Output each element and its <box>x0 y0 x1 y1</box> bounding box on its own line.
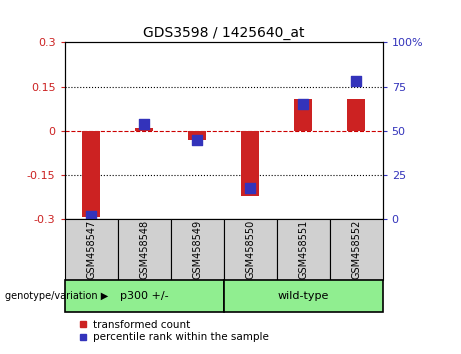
Text: GSM458552: GSM458552 <box>351 220 361 279</box>
Point <box>300 102 307 107</box>
Text: GSM458550: GSM458550 <box>245 220 255 279</box>
Bar <box>65 219 118 280</box>
Bar <box>224 280 383 312</box>
Point <box>88 213 95 219</box>
Text: p300 +/-: p300 +/- <box>120 291 168 301</box>
Bar <box>347 98 366 131</box>
Bar <box>118 219 171 280</box>
Legend: transformed count, percentile rank within the sample: transformed count, percentile rank withi… <box>79 320 268 342</box>
Bar <box>82 131 100 217</box>
Text: GSM458549: GSM458549 <box>192 220 202 279</box>
Point <box>140 121 148 127</box>
Bar <box>294 98 313 131</box>
Text: GSM458547: GSM458547 <box>86 220 96 279</box>
Point <box>352 79 360 84</box>
Point <box>246 185 254 190</box>
Bar <box>241 131 260 196</box>
Bar <box>65 280 224 312</box>
Bar <box>277 219 330 280</box>
Text: genotype/variation ▶: genotype/variation ▶ <box>5 291 108 301</box>
Bar <box>171 219 224 280</box>
Bar <box>188 131 207 140</box>
Bar <box>330 219 383 280</box>
Bar <box>135 128 154 131</box>
Text: GSM458548: GSM458548 <box>139 220 149 279</box>
Point <box>193 137 201 143</box>
Text: GSM458551: GSM458551 <box>298 220 308 279</box>
Text: wild-type: wild-type <box>278 291 329 301</box>
Bar <box>224 219 277 280</box>
Title: GDS3598 / 1425640_at: GDS3598 / 1425640_at <box>143 26 304 40</box>
